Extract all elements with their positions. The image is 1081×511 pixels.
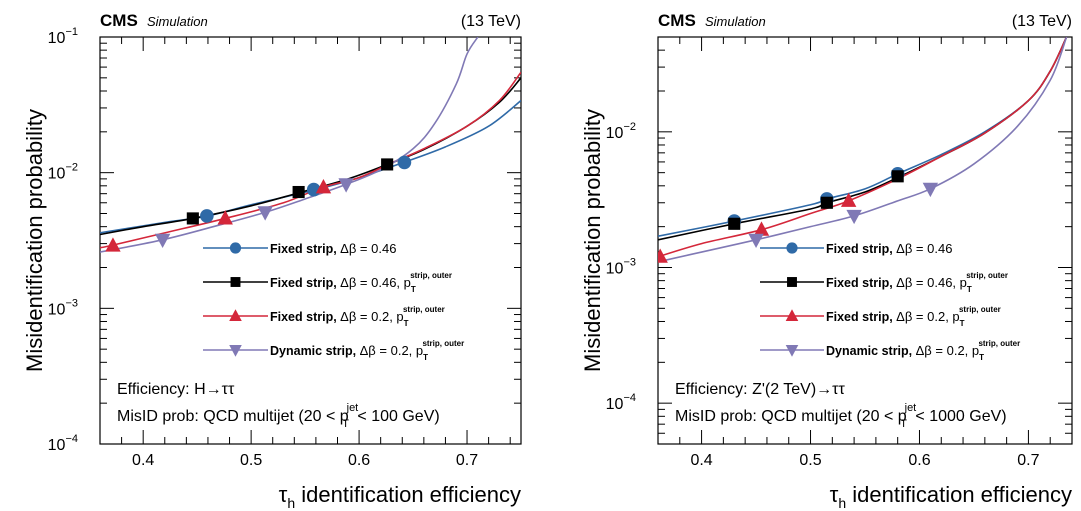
y-tick-label: 10−4 <box>606 392 636 413</box>
legend-label: Fixed strip, Δβ = 0.2, pTstrip, outer <box>270 305 445 328</box>
series-marker-4 <box>922 182 939 198</box>
y-tick-label: 10−4 <box>48 433 78 454</box>
series-line-1 <box>100 99 521 234</box>
series-marker-3 <box>753 221 770 236</box>
chart-panel-1: 0.4 0.5 0.6 0.7 10−1 10−2 10−3 10−4 CMS Simulatio… <box>22 11 522 511</box>
series-marker-2 <box>292 185 305 199</box>
series-marker-2 <box>186 212 199 225</box>
plot-frame <box>657 36 1073 445</box>
series-marker-2 <box>820 196 833 209</box>
y-tick-label: 10−3 <box>606 256 636 277</box>
series-marker-3 <box>217 210 233 225</box>
legend-label: Dynamic strip, Δβ = 0.2, pTstrip, outer <box>270 339 464 362</box>
series-marker-1 <box>397 155 412 170</box>
legend-label: Fixed strip, Δβ = 0.46 <box>270 241 396 256</box>
legend-label: Fixed strip, Δβ = 0.46, pTstrip, outer <box>270 271 452 294</box>
series-marker-4 <box>846 209 862 225</box>
cms-label: CMS <box>100 11 138 30</box>
energy-label: (13 TeV) <box>461 13 521 30</box>
y-tick-label: 10−1 <box>48 26 78 47</box>
data-area <box>100 37 521 253</box>
series-marker-1 <box>200 209 214 223</box>
y-tick-label: 10−2 <box>48 162 78 183</box>
legend-marker <box>785 309 799 321</box>
x-tick-label: 0.7 <box>456 452 478 469</box>
y-axis-label: Misidentification probability <box>22 109 47 372</box>
x-tick-label: 0.4 <box>132 452 154 469</box>
series-marker-3 <box>105 237 121 252</box>
series-marker-3 <box>315 179 332 194</box>
efficiency-note: Efficiency: H→ττ <box>117 381 235 398</box>
x-tick-label: 0.7 <box>1017 452 1039 469</box>
series-marker-4 <box>748 233 764 249</box>
series-line-4 <box>658 37 1068 263</box>
x-axis-label: τh identification efficiency <box>279 482 521 511</box>
series-line-4 <box>100 37 479 253</box>
legend-marker <box>785 345 799 357</box>
series-marker-2 <box>381 158 394 171</box>
x-tick-label: 0.4 <box>690 452 712 469</box>
misid-note: MisID prob: QCD multijet (20 < pjet T < 1… <box>675 402 1007 430</box>
x-tick-label: 0.6 <box>348 452 370 469</box>
energy-label: (13 TeV) <box>1012 13 1072 30</box>
legend-label: Fixed strip, Δβ = 0.46 <box>826 241 952 256</box>
legend-marker <box>230 277 241 287</box>
series-marker-2 <box>891 170 904 183</box>
legend-marker <box>229 242 242 254</box>
y-tick-label: 10−2 <box>606 121 636 142</box>
legend-label: Fixed strip, Δβ = 0.46, pTstrip, outer <box>826 271 1008 294</box>
series-marker-2 <box>728 217 741 230</box>
series-marker-4 <box>338 178 354 193</box>
legend-marker <box>229 345 242 357</box>
y-tick-label: 10−3 <box>48 297 78 318</box>
data-area <box>658 37 1068 263</box>
chart-panel-2: 0.4 0.5 0.6 0.7 10−2 10−3 10−4 CMS Simulation (13… <box>580 11 1073 511</box>
x-tick-label: 0.5 <box>799 452 821 469</box>
x-tick-label: 0.5 <box>240 452 262 469</box>
series-line-3 <box>100 71 521 249</box>
simulation-label: Simulation <box>705 14 766 29</box>
legend-label: Dynamic strip, Δβ = 0.2, pTstrip, outer <box>826 339 1020 362</box>
legend-marker <box>229 309 242 321</box>
series-marker-3 <box>658 248 668 263</box>
plot-frame <box>99 36 522 445</box>
legend: Fixed strip, Δβ = 0.46 Fixed strip, Δβ = … <box>203 241 464 362</box>
cms-label: CMS <box>658 11 696 30</box>
efficiency-note: Efficiency: Z'(2 TeV)→ττ <box>675 381 846 398</box>
y-axis-label: Misidentification probability <box>580 109 605 372</box>
series-marker-3 <box>840 192 857 207</box>
x-tick-label: 0.6 <box>908 452 930 469</box>
series-line-2 <box>100 77 521 236</box>
misid-note: MisID prob: QCD multijet (20 < pjet T < 1… <box>117 402 440 430</box>
legend: Fixed strip, Δβ = 0.46 Fixed strip, Δβ = … <box>760 241 1020 362</box>
series-marker-4 <box>154 233 171 249</box>
series-line-1 <box>658 37 1068 238</box>
series-marker-4 <box>257 206 273 221</box>
legend-label: Fixed strip, Δβ = 0.2, pTstrip, outer <box>826 305 1001 328</box>
legend-marker <box>787 277 797 287</box>
simulation-label: Simulation <box>147 14 208 29</box>
legend-marker <box>786 242 798 254</box>
x-axis-label: τh identification efficiency <box>830 482 1072 511</box>
